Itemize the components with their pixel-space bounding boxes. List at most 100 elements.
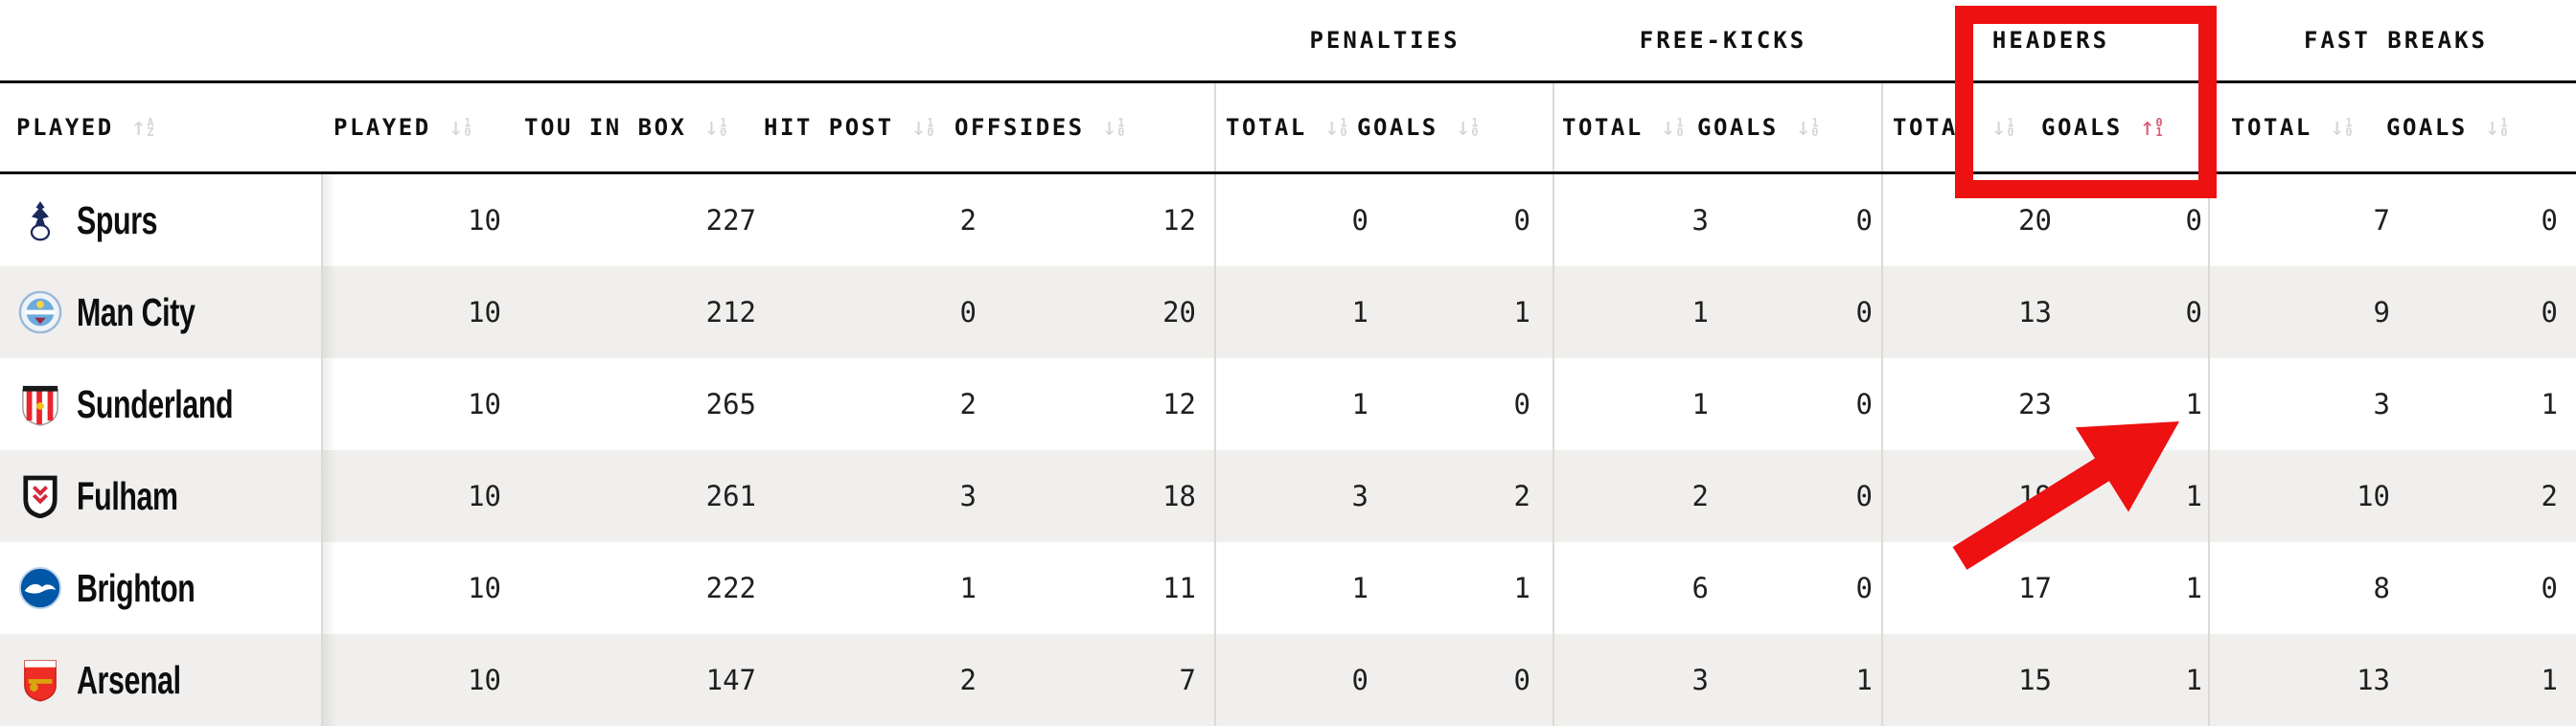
column-label: HIT POST bbox=[764, 114, 894, 141]
divider-free-kicks bbox=[1552, 83, 1554, 726]
cell-fk-goals: 0 bbox=[1855, 204, 1873, 237]
sort-desc-icon: ↓ 1 0 bbox=[910, 113, 934, 142]
cell-offsides: 12 bbox=[1162, 388, 1196, 420]
cell-hit-post: 1 bbox=[959, 572, 977, 604]
divider-sticky bbox=[321, 174, 323, 726]
cell-played: 10 bbox=[468, 296, 501, 329]
cell-hit-post: 2 bbox=[959, 204, 977, 237]
cell-played: 10 bbox=[468, 572, 501, 604]
cell-pen-total: 0 bbox=[1351, 664, 1368, 696]
cell-hd-goals: 1 bbox=[2185, 388, 2202, 420]
cell-tou-in-box: 265 bbox=[705, 388, 756, 420]
sort-asc-active-icon: ↑ 0 1 bbox=[2139, 113, 2163, 142]
cell-fk-total: 3 bbox=[1691, 664, 1709, 696]
team-cell[interactable]: Spurs bbox=[0, 174, 321, 266]
cell-tou-in-box: 227 bbox=[705, 204, 756, 237]
divider-headers bbox=[1881, 83, 1883, 726]
sunderland-badge-icon bbox=[13, 382, 67, 426]
cell-hit-post: 0 bbox=[959, 296, 977, 329]
cell-fb-total: 13 bbox=[2357, 664, 2390, 696]
column-label: TOTAL bbox=[1226, 114, 1307, 141]
divider-fast-breaks bbox=[2208, 83, 2210, 726]
cell-offsides: 12 bbox=[1162, 204, 1196, 237]
team-name: Brighton bbox=[77, 565, 196, 610]
cell-tou-in-box: 147 bbox=[705, 664, 756, 696]
cell-pen-goals: 2 bbox=[1513, 480, 1530, 512]
divider-penalties bbox=[1214, 83, 1216, 726]
cell-fb-total: 8 bbox=[2373, 572, 2390, 604]
cell-hd-total: 13 bbox=[2018, 296, 2052, 329]
cell-fk-total: 6 bbox=[1691, 572, 1709, 604]
sort-header-pen-total[interactable]: TOTAL ↓ 1 0 bbox=[1226, 114, 1347, 141]
group-header-penalties: PENALTIES bbox=[1309, 27, 1460, 54]
cell-played: 10 bbox=[468, 664, 501, 696]
cell-tou-in-box: 261 bbox=[705, 480, 756, 512]
cell-fb-total: 9 bbox=[2373, 296, 2390, 329]
table-body: Spurs 10 227 2 12 0 0 3 0 20 0 7 0 Man C… bbox=[0, 174, 2576, 726]
sort-header-tou-in-box[interactable]: TOU IN BOX ↓ 1 0 bbox=[524, 114, 726, 141]
column-label: PLAYED bbox=[334, 114, 431, 141]
cell-fk-goals: 0 bbox=[1855, 296, 1873, 329]
sort-desc-icon: ↓ 1 0 bbox=[1101, 113, 1125, 142]
cell-played: 10 bbox=[468, 480, 501, 512]
sort-header-pen-goals[interactable]: GOALS ↓ 1 0 bbox=[1357, 114, 1479, 141]
sort-desc-icon: ↓ 1 0 bbox=[448, 113, 472, 142]
table-row[interactable]: Fulham 10 261 3 18 3 2 2 0 19 1 10 2 bbox=[0, 450, 2576, 542]
sort-desc-icon: ↓ 1 0 bbox=[2329, 113, 2353, 142]
sort-header-fk-total[interactable]: TOTAL ↓ 1 0 bbox=[1562, 114, 1684, 141]
team-cell[interactable]: Arsenal bbox=[0, 634, 321, 726]
sort-header-hd-goals[interactable]: GOALS ↑ 0 1 bbox=[2041, 114, 2163, 141]
sort-desc-icon: ↓ 1 0 bbox=[703, 113, 727, 142]
cell-fb-goals: 0 bbox=[2541, 204, 2558, 237]
sort-header-played[interactable]: PLAYED ↓ 1 0 bbox=[334, 114, 472, 141]
team-cell[interactable]: Man City bbox=[0, 266, 321, 358]
cell-fk-total: 2 bbox=[1691, 480, 1709, 512]
table-row[interactable]: Man City 10 212 0 20 1 1 1 0 13 0 9 0 bbox=[0, 266, 2576, 358]
sticky-column-shadow bbox=[323, 174, 336, 726]
cell-pen-goals: 1 bbox=[1513, 572, 1530, 604]
column-label: TOU IN BOX bbox=[524, 114, 687, 141]
table-row[interactable]: Sunderland 10 265 2 12 1 0 1 0 23 1 3 1 bbox=[0, 358, 2576, 450]
column-label: GOALS bbox=[1357, 114, 1438, 141]
team-cell[interactable]: Fulham bbox=[0, 450, 321, 542]
group-header-free-kicks: FREE-KICKS bbox=[1639, 27, 1807, 54]
sort-header-offsides[interactable]: OFFSIDES ↓ 1 0 bbox=[954, 114, 1124, 141]
brighton-badge-icon bbox=[13, 566, 67, 610]
cell-hit-post: 2 bbox=[959, 664, 977, 696]
cell-hd-goals: 1 bbox=[2185, 572, 2202, 604]
cell-played: 10 bbox=[468, 204, 501, 237]
table-row[interactable]: Spurs 10 227 2 12 0 0 3 0 20 0 7 0 bbox=[0, 174, 2576, 266]
sort-header-fb-total[interactable]: TOTAL ↓ 1 0 bbox=[2231, 114, 2353, 141]
cell-pen-total: 1 bbox=[1351, 296, 1368, 329]
cell-hd-total: 15 bbox=[2018, 664, 2052, 696]
team-name: Sunderland bbox=[77, 381, 234, 426]
team-name: Man City bbox=[77, 289, 196, 334]
sort-desc-icon: ↓ 1 0 bbox=[1323, 113, 1347, 142]
team-name: Spurs bbox=[77, 197, 158, 242]
cell-fk-total: 1 bbox=[1691, 296, 1709, 329]
column-label: TOTAL bbox=[1893, 114, 1974, 141]
team-name: Arsenal bbox=[77, 657, 181, 702]
cell-hd-total: 20 bbox=[2018, 204, 2052, 237]
sort-header-fb-goals[interactable]: GOALS ↓ 1 0 bbox=[2386, 114, 2508, 141]
column-label: TOTAL bbox=[2231, 114, 2312, 141]
team-name: Fulham bbox=[77, 473, 178, 518]
cell-fk-goals: 0 bbox=[1855, 572, 1873, 604]
header-top-rule bbox=[0, 80, 2576, 83]
team-cell[interactable]: Sunderland bbox=[0, 358, 321, 450]
table-row[interactable]: Arsenal 10 147 2 7 0 0 3 1 15 1 13 1 bbox=[0, 634, 2576, 726]
cell-fk-goals: 0 bbox=[1855, 388, 1873, 420]
sort-desc-icon: ↓ 1 0 bbox=[1990, 113, 2014, 142]
cell-offsides: 20 bbox=[1162, 296, 1196, 329]
sort-header-team[interactable]: PLAYED ↑ A Z bbox=[16, 114, 154, 141]
sort-alpha-asc-icon: ↑ A Z bbox=[130, 113, 154, 142]
cell-played: 10 bbox=[468, 388, 501, 420]
sort-header-fk-goals[interactable]: GOALS ↓ 1 0 bbox=[1697, 114, 1819, 141]
table-row[interactable]: Brighton 10 222 1 11 1 1 6 0 17 1 8 0 bbox=[0, 542, 2576, 634]
cell-fk-total: 3 bbox=[1691, 204, 1709, 237]
team-cell[interactable]: Brighton bbox=[0, 542, 321, 634]
sort-header-hd-total[interactable]: TOTAL ↓ 1 0 bbox=[1893, 114, 2014, 141]
sort-header-hit-post[interactable]: HIT POST ↓ 1 0 bbox=[764, 114, 933, 141]
cell-hd-goals: 0 bbox=[2185, 296, 2202, 329]
